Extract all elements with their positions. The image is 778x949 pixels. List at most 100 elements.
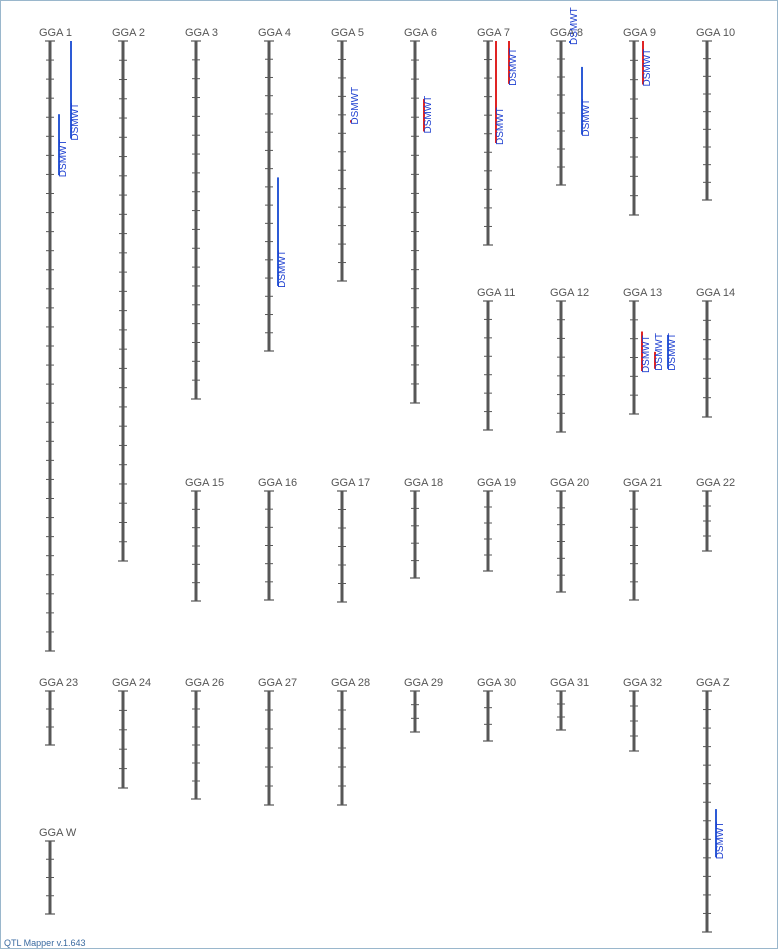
qtl-label: DSMWT: [654, 333, 665, 371]
chromosome: GGA 10: [696, 27, 735, 201]
chromosome: GGA 22: [696, 477, 735, 552]
chromosome-label: GGA 22: [696, 477, 735, 489]
chromosome-label: GGA 19: [477, 477, 516, 489]
chromosome-label: GGA W: [39, 827, 77, 839]
chromosome-bar: [705, 691, 709, 932]
chromosome: GGA 20: [550, 477, 589, 593]
chromosome: GGA 6 DSMWT: [404, 27, 437, 404]
chromosome-label: GGA 31: [550, 677, 589, 689]
chromosome: GGA 7 DSMWT DSMWT: [477, 27, 519, 246]
chromosome: GGA W: [39, 827, 77, 915]
chromosome: GGA 16: [258, 477, 297, 601]
chromosome-label: GGA 7: [477, 27, 510, 39]
chromosome-label: GGA 4: [258, 27, 291, 39]
chromosome-label: GGA 5: [331, 27, 364, 39]
chromosome-bar: [121, 691, 125, 788]
chromosome-label: GGA 12: [550, 287, 589, 299]
chromosome-label: GGA 21: [623, 477, 662, 489]
qtl-label: DSMWT: [277, 250, 288, 288]
chromosome: GGA 24: [112, 677, 151, 789]
chromosome-label: GGA 11: [477, 287, 515, 299]
chromosome: GGA 5 DSMWT: [331, 27, 364, 282]
qtl-label: DSMWT: [495, 107, 506, 145]
chromosome: GGA 15: [185, 477, 224, 602]
chromosome-bar: [121, 41, 125, 561]
chromosome-label: GGA 32: [623, 677, 662, 689]
chromosome-bar: [705, 41, 709, 200]
chromosome-label: GGA 6: [404, 27, 437, 39]
chromosome-label: GGA 20: [550, 477, 589, 489]
chromosome-label: GGA 27: [258, 677, 297, 689]
qtl-label: DSMWT: [569, 7, 580, 45]
chromosome: GGA 23: [39, 677, 78, 746]
chromosome-bar: [559, 301, 563, 432]
chromosome-label: GGA 23: [39, 677, 78, 689]
qtl-label: DSMWT: [423, 96, 434, 134]
chromosome-label: GGA 2: [112, 27, 145, 39]
chromosome: GGA Z DSMWT: [696, 677, 730, 933]
chromosome-bar: [267, 41, 271, 351]
chromosome: GGA 9 DSMWT: [623, 27, 656, 216]
qtl-label: DSMWT: [715, 822, 726, 860]
chromosome: GGA 4 DSMWT: [258, 27, 291, 352]
chromosome: GGA 28: [331, 677, 370, 806]
chromosome-label: GGA Z: [696, 677, 730, 689]
qtl-label: DSMWT: [641, 335, 652, 373]
chromosome-bar: [486, 41, 490, 245]
chromosome: GGA 19: [477, 477, 516, 572]
chromosome: GGA 2: [112, 27, 145, 562]
chromosome-label: GGA 26: [185, 677, 224, 689]
chromosome-bar: [486, 691, 490, 741]
chromosome-bar: [486, 301, 490, 430]
qtl-label: DSMWT: [581, 99, 592, 137]
chromosome-bar: [340, 41, 344, 281]
chromosome: GGA 30: [477, 677, 516, 742]
chromosome: GGA 17: [331, 477, 370, 603]
chromosome-bar: [486, 491, 490, 571]
chromosome: GGA 31: [550, 677, 589, 731]
chromosome-label: GGA 9: [623, 27, 656, 39]
chromosome-label: GGA 8: [550, 27, 583, 39]
qtl-label: DSMWT: [642, 49, 653, 87]
chromosome: GGA 27: [258, 677, 297, 806]
chromosome-label: GGA 10: [696, 27, 735, 39]
chromosome-label: GGA 15: [185, 477, 224, 489]
qtl-label: DSMWT: [508, 48, 519, 86]
chromosome-label: GGA 17: [331, 477, 370, 489]
chromosome-label: GGA 3: [185, 27, 218, 39]
chromosome-bar: [413, 41, 417, 403]
chromosome-bar: [559, 691, 563, 730]
chromosome: GGA 11: [477, 287, 515, 431]
chromosome: GGA 18: [404, 477, 443, 579]
chromosome-label: GGA 18: [404, 477, 443, 489]
chromosome-label: GGA 1: [39, 27, 72, 39]
chromosome: GGA 32: [623, 677, 662, 752]
chromosome-bar: [48, 691, 52, 745]
version-label: QTL Mapper v.1.643: [4, 938, 86, 948]
qtl-label: DSMWT: [58, 139, 69, 177]
qtl-label: DSMWT: [70, 103, 81, 141]
chromosome: GGA 26: [185, 677, 224, 800]
chromosome-bar: [413, 491, 417, 578]
chromosome-label: GGA 13: [623, 287, 662, 299]
chromosome-label: GGA 14: [696, 287, 735, 299]
chromosome: GGA 12: [550, 287, 589, 433]
chromosome-bar: [413, 691, 417, 732]
chromosome: GGA 29: [404, 677, 443, 733]
chromosome-label: GGA 28: [331, 677, 370, 689]
chromosome: GGA 21: [623, 477, 662, 601]
chromosome: GGA 14: [696, 287, 735, 418]
chromosome-label: GGA 16: [258, 477, 297, 489]
chromosome-label: GGA 29: [404, 677, 443, 689]
qtl-label: DSMWT: [350, 87, 361, 125]
chromosome: GGA 3: [185, 27, 218, 400]
chromosome-label: GGA 24: [112, 677, 151, 689]
chromosome-bar: [194, 41, 198, 399]
chromosome-label: GGA 30: [477, 677, 516, 689]
qtl-label: DSMWT: [667, 333, 678, 371]
chromosome-bar: [632, 41, 636, 215]
